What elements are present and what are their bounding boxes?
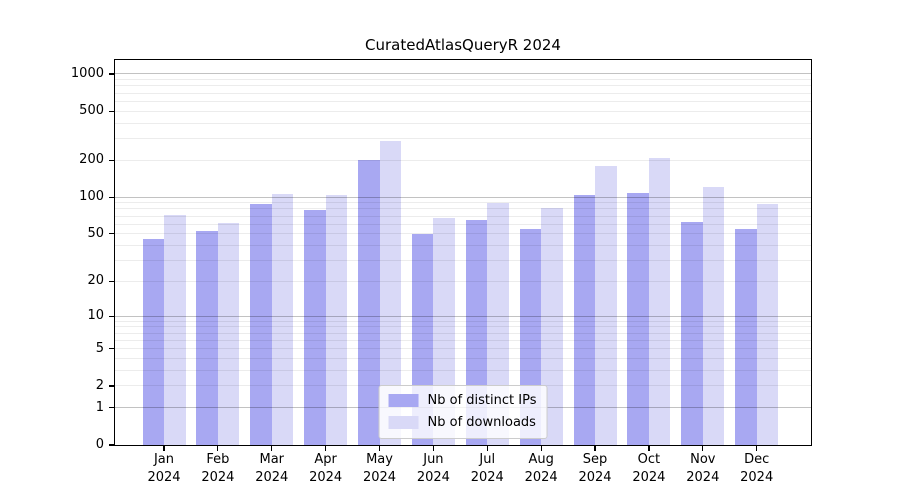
plot-area: Nb of distinct IPs Nb of downloads	[114, 59, 812, 446]
y-tick-label: 0	[95, 437, 104, 452]
y-tick	[109, 407, 114, 409]
x-tick	[217, 446, 219, 451]
y-tick-label: 5	[95, 340, 104, 356]
x-tick	[540, 446, 542, 451]
chart-title: CuratedAtlasQueryR 2024	[365, 36, 561, 54]
bar-downloads-oct	[648, 157, 671, 445]
y-tick-label: 1	[95, 399, 104, 415]
y-tick-label: 20	[87, 273, 104, 289]
x-tick	[378, 446, 381, 451]
y-tick-label: 500	[79, 103, 104, 119]
y-tick	[109, 110, 114, 112]
legend-label-distinct-ips: Nb of distinct IPs	[427, 393, 537, 408]
x-tick-label-jul: Jul 2024	[470, 452, 504, 485]
bar-downloads-dec	[756, 203, 779, 445]
y-tick-label: 10	[87, 308, 104, 324]
y-tick	[109, 159, 114, 161]
bar-downloads-apr	[325, 195, 348, 445]
bar-distinct-ips-dec	[735, 228, 757, 445]
x-tick	[432, 446, 434, 451]
x-tick	[702, 446, 704, 451]
y-tick-label: 50	[87, 225, 104, 241]
y-tick	[109, 348, 114, 350]
legend-swatch-downloads	[388, 416, 419, 429]
bar-downloads-nov	[702, 186, 725, 445]
x-tick-label-jun: Jun 2024	[416, 452, 450, 485]
x-tick	[486, 446, 488, 451]
x-tick-label-mar: Mar 2024	[255, 452, 289, 485]
x-tick-label-nov: Nov 2024	[686, 452, 720, 485]
bar-downloads-feb	[217, 223, 240, 445]
legend-swatch-distinct-ips	[388, 394, 419, 407]
legend-item-downloads: Nb of downloads	[388, 415, 537, 430]
legend-label-downloads: Nb of downloads	[427, 415, 536, 430]
y-tick-label: 1000	[70, 65, 104, 81]
y-tick	[109, 73, 114, 75]
bar-distinct-ips-nov	[681, 222, 703, 445]
y-tick	[109, 280, 114, 283]
legend-item-distinct-ips: Nb of distinct IPs	[388, 393, 537, 408]
x-tick-label-sep: Sep 2024	[578, 452, 612, 485]
x-tick-label-oct: Oct 2024	[632, 452, 666, 485]
bar-distinct-ips-sep	[573, 194, 596, 445]
x-tick-label-apr: Apr 2024	[309, 452, 343, 485]
legend: Nb of distinct IPs Nb of downloads	[378, 385, 548, 439]
bar-distinct-ips-apr	[304, 210, 326, 445]
bar-distinct-ips-may	[358, 160, 380, 445]
x-tick-label-dec: Dec 2024	[740, 452, 774, 485]
bar-distinct-ips-feb	[196, 230, 218, 445]
bar-downloads-jul	[487, 203, 509, 445]
y-tick	[109, 233, 114, 235]
x-tick	[163, 446, 165, 451]
bar-downloads-mar	[271, 194, 294, 445]
y-tick	[109, 196, 114, 198]
y-tick	[109, 444, 114, 446]
y-tick-label: 2	[95, 377, 104, 393]
x-tick	[271, 446, 273, 451]
x-tick	[648, 446, 650, 451]
x-tick-label-may: May 2024	[362, 452, 397, 485]
y-tick-label: 200	[79, 152, 104, 168]
x-tick-label-aug: Aug 2024	[524, 452, 558, 485]
x-tick	[325, 446, 327, 451]
y-tick-label: 100	[79, 189, 104, 205]
bar-downloads-sep	[595, 165, 617, 445]
y-tick	[109, 385, 114, 387]
bar-distinct-ips-jan	[142, 239, 164, 445]
bar-distinct-ips-oct	[627, 193, 649, 445]
bar-downloads-may	[379, 141, 402, 445]
x-tick	[594, 446, 596, 451]
bar-downloads-jan	[164, 215, 186, 445]
x-tick-label-jan: Jan 2024	[147, 452, 181, 485]
y-tick	[109, 315, 114, 317]
bar-distinct-ips-mar	[250, 203, 272, 445]
x-tick-label-feb: Feb 2024	[201, 452, 235, 485]
x-tick	[756, 446, 758, 451]
